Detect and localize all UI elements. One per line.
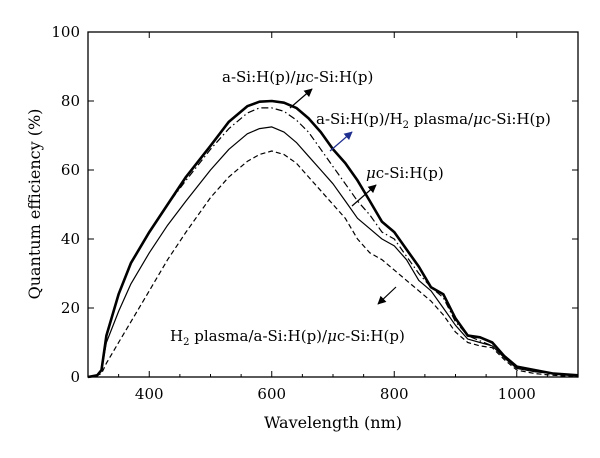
annotation-arrow-1 — [289, 88, 313, 109]
axis-ticks: 400 600 800 1000 0 20 40 60 80 100 — [51, 23, 579, 403]
y-tick-label: 100 — [51, 23, 80, 41]
y-tick-label: 0 — [70, 368, 80, 386]
x-tick-label: 1000 — [498, 385, 536, 403]
y-tick-label: 60 — [61, 161, 80, 179]
y-axis-label: Quantum efficiency (%) — [25, 109, 44, 300]
annotation-label-1: a-Si:H(p)/μc-Si:H(p) — [222, 68, 373, 86]
series-line-2 — [87, 107, 579, 378]
series-line-3 — [87, 126, 579, 378]
x-axis-label: Wavelength (nm) — [264, 413, 402, 432]
x-tick-label: 600 — [257, 385, 286, 403]
x-tick-label: 400 — [135, 385, 164, 403]
y-tick-label: 40 — [61, 230, 80, 248]
x-tick-label: 800 — [380, 385, 409, 403]
annotation-arrow-2 — [329, 131, 353, 152]
y-tick-label: 20 — [61, 299, 80, 317]
annotation-arrow-4 — [377, 286, 397, 305]
annotation-label-2: a-Si:H(p)/H2 plasma/μc-Si:H(p) — [316, 110, 551, 131]
annotation-arrow-3 — [351, 184, 377, 207]
series-layer — [87, 99, 579, 379]
y-tick-label: 80 — [61, 92, 80, 110]
annotation-label-4: H2 plasma/a-Si:H(p)/μc-Si:H(p) — [170, 327, 405, 348]
annotation-label-3: μc-Si:H(p) — [366, 164, 444, 182]
